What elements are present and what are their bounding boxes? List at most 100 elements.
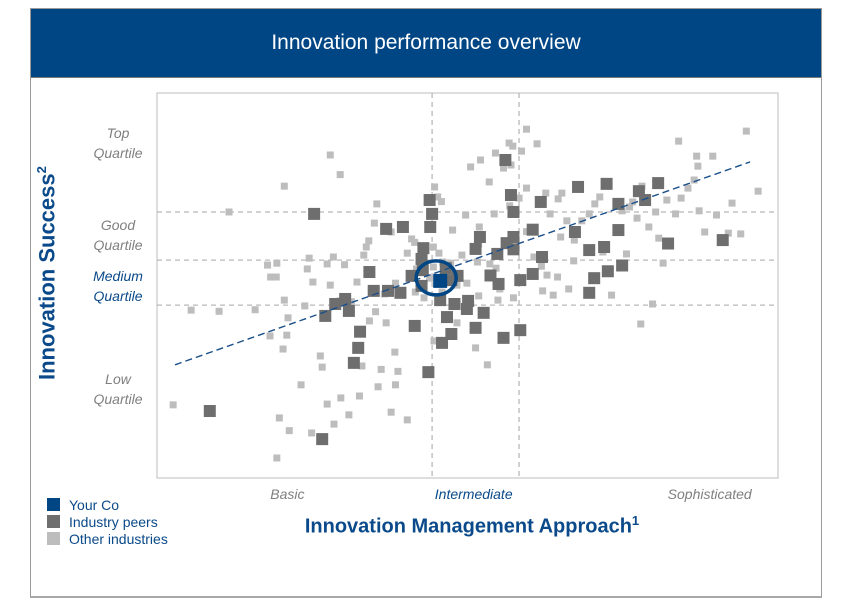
industry-peer-point xyxy=(526,223,539,236)
other-industry-point xyxy=(626,203,634,211)
industry-peer-point xyxy=(380,222,393,235)
other-industry-point xyxy=(585,210,593,218)
other-industry-point xyxy=(675,137,683,145)
other-industry-point xyxy=(737,230,745,238)
other-industry-point xyxy=(522,125,530,133)
other-industry-point xyxy=(275,414,283,422)
industry-peer-point xyxy=(339,292,352,305)
other-industry-point xyxy=(360,251,368,259)
industry-peer-point xyxy=(583,286,596,299)
other-industry-point xyxy=(492,264,500,272)
y-category-label-line: Quartile xyxy=(93,145,143,162)
other-industry-point xyxy=(373,200,381,208)
other-industry-point xyxy=(570,257,578,265)
other-industry-point xyxy=(370,219,378,227)
industry-peer-point xyxy=(445,328,458,341)
industry-peer-point xyxy=(448,297,461,310)
other-industry-point xyxy=(724,229,732,237)
other-industry-point xyxy=(713,211,721,219)
legend-item-industry-peers: Industry peers xyxy=(47,513,168,530)
other-industry-point xyxy=(655,234,663,242)
other-industry-point xyxy=(267,273,275,281)
industry-peer-point xyxy=(507,243,520,256)
y-category-label: Medium Quartile xyxy=(68,266,168,306)
other-industry-point xyxy=(329,253,337,261)
other-industry-point xyxy=(449,226,457,234)
other-industry-point xyxy=(273,454,281,462)
other-industry-point xyxy=(542,189,550,197)
other-industry-point xyxy=(515,194,523,202)
chart-legend: Your Co Industry peers Other industries xyxy=(47,496,168,547)
industry-peer-point xyxy=(469,242,482,255)
industry-peer-point xyxy=(583,244,596,257)
other-industry-point xyxy=(596,193,604,201)
industry-peer-point xyxy=(417,242,430,255)
other-industry-point xyxy=(266,332,274,340)
other-industry-point xyxy=(649,300,657,308)
other-industry-point xyxy=(303,265,311,273)
other-industry-point xyxy=(279,345,287,353)
industry-peer-point xyxy=(308,207,321,220)
x-category-label: Intermediate xyxy=(434,486,513,502)
legend-label: Your Co xyxy=(69,496,120,513)
industry-peer-point xyxy=(499,153,512,166)
industry-peer-point xyxy=(426,207,439,220)
industry-peer-point xyxy=(568,225,581,238)
other-industry-point xyxy=(554,273,562,281)
legend-label: Industry peers xyxy=(69,513,158,530)
other-industry-point xyxy=(305,254,313,262)
other-industry-point xyxy=(391,279,399,287)
other-industry-point xyxy=(618,207,626,215)
industry-peer-point xyxy=(572,180,585,193)
industry-peer-point xyxy=(504,189,517,202)
other-industry-point xyxy=(694,162,702,170)
industry-peer-point xyxy=(347,356,360,369)
y-category-label-line: Quartile xyxy=(93,287,143,304)
other-industry-point xyxy=(539,287,547,295)
other-industry-point xyxy=(355,392,363,400)
industry-peer-point xyxy=(469,321,482,334)
other-industry-point xyxy=(430,337,438,345)
other-industry-point xyxy=(522,184,530,192)
y-category-label-line: Low xyxy=(105,371,131,388)
y-category-label: Good Quartile xyxy=(68,215,168,255)
other-industry-point xyxy=(283,331,291,339)
trendline xyxy=(174,161,751,366)
other-industry-point xyxy=(565,285,573,293)
other-industry-point xyxy=(362,243,370,251)
y-category-label-line: Good xyxy=(100,217,136,234)
industry-peer-point xyxy=(477,306,490,319)
other-industry-point xyxy=(546,210,554,218)
industry-peer-point xyxy=(588,272,601,285)
other-industry-point xyxy=(429,243,437,251)
other-industry-point xyxy=(473,258,481,266)
y-axis-title: Innovation Success2 xyxy=(34,166,60,380)
other-industry-point xyxy=(472,344,480,352)
other-industry-point xyxy=(543,271,551,279)
other-industry-point xyxy=(549,291,557,299)
other-industry-point xyxy=(486,260,494,268)
other-industry-point xyxy=(458,251,466,259)
other-industry-point xyxy=(728,199,736,207)
other-industry-point xyxy=(382,319,390,327)
industry-peer-point xyxy=(434,294,447,307)
other-industry-point xyxy=(273,259,281,267)
other-industry-point xyxy=(509,294,517,302)
industry-peer-point xyxy=(507,205,520,218)
other-industry-point xyxy=(701,228,709,236)
other-industry-point xyxy=(353,278,361,286)
industry-peer-point xyxy=(600,177,613,190)
industry-peer-point xyxy=(342,304,355,317)
other-industry-point xyxy=(429,263,437,271)
other-industry-point xyxy=(693,152,701,160)
y-category-label-line: Medium xyxy=(93,267,143,284)
other-industry-point xyxy=(652,208,660,216)
other-industry-point xyxy=(394,367,402,375)
industry-peer-point xyxy=(497,331,510,344)
other-industry-point xyxy=(377,365,385,373)
industry-peer-point xyxy=(423,194,436,207)
other-industry-point xyxy=(570,236,578,244)
other-industry-point xyxy=(337,394,345,402)
industry-peer-point xyxy=(382,284,395,297)
other-industry-point xyxy=(477,156,485,164)
